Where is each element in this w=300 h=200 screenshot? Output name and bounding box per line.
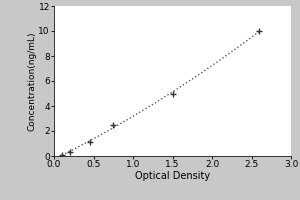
Y-axis label: Concentration(ng/mL): Concentration(ng/mL) (28, 31, 37, 131)
X-axis label: Optical Density: Optical Density (135, 171, 210, 181)
